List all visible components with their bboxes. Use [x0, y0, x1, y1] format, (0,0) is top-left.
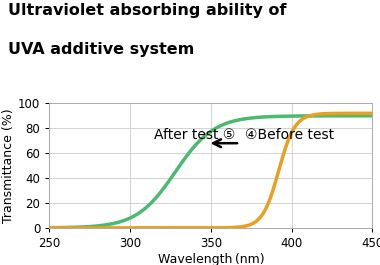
- Y-axis label: Transmittance (%): Transmittance (%): [2, 108, 15, 223]
- Text: ④Before test: ④Before test: [245, 128, 334, 142]
- X-axis label: Wavelength (nm): Wavelength (nm): [158, 253, 264, 265]
- Text: UVA additive system: UVA additive system: [8, 42, 194, 58]
- Text: After test ⑤: After test ⑤: [154, 128, 235, 142]
- Text: Ultraviolet absorbing ability of: Ultraviolet absorbing ability of: [8, 3, 286, 18]
